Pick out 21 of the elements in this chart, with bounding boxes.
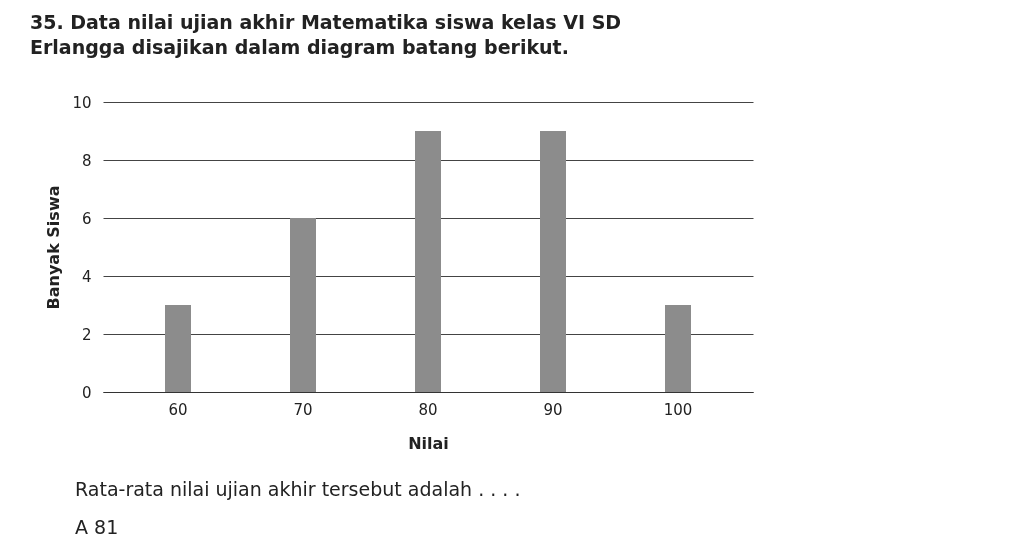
- y-tick-label: 8: [81, 151, 92, 170]
- text: A 81: [75, 516, 119, 538]
- x-tick-label: 100: [663, 400, 693, 419]
- bar: [415, 131, 441, 392]
- x-tick-label: 70: [293, 400, 313, 419]
- bar: [665, 305, 691, 392]
- x-tick-label: 60: [168, 400, 188, 419]
- y-tick-label: 4: [81, 267, 92, 286]
- text: Rata-rata nilai ujian akhir tersebut adalah . . . .: [75, 478, 521, 500]
- bar: [165, 305, 191, 392]
- x-tick-label: 90: [543, 400, 563, 419]
- chart-title: 35. Data nilai ujian akhir Matematika siswa kelas VI SD Erlangga disajikan dalam diagram batang berikut.: [30, 10, 623, 60]
- y-axis-title: Banyak Siswa: [44, 185, 64, 310]
- y-tick-label: 6: [81, 209, 92, 228]
- y-tick-label: 0: [81, 383, 92, 402]
- x-tick-label: 80: [418, 400, 438, 419]
- x-axis-title: Nilai: [408, 433, 449, 453]
- bar: [290, 218, 316, 392]
- y-tick-label: 2: [81, 325, 92, 344]
- bar: [540, 131, 566, 392]
- y-tick-label: 10: [72, 93, 92, 112]
